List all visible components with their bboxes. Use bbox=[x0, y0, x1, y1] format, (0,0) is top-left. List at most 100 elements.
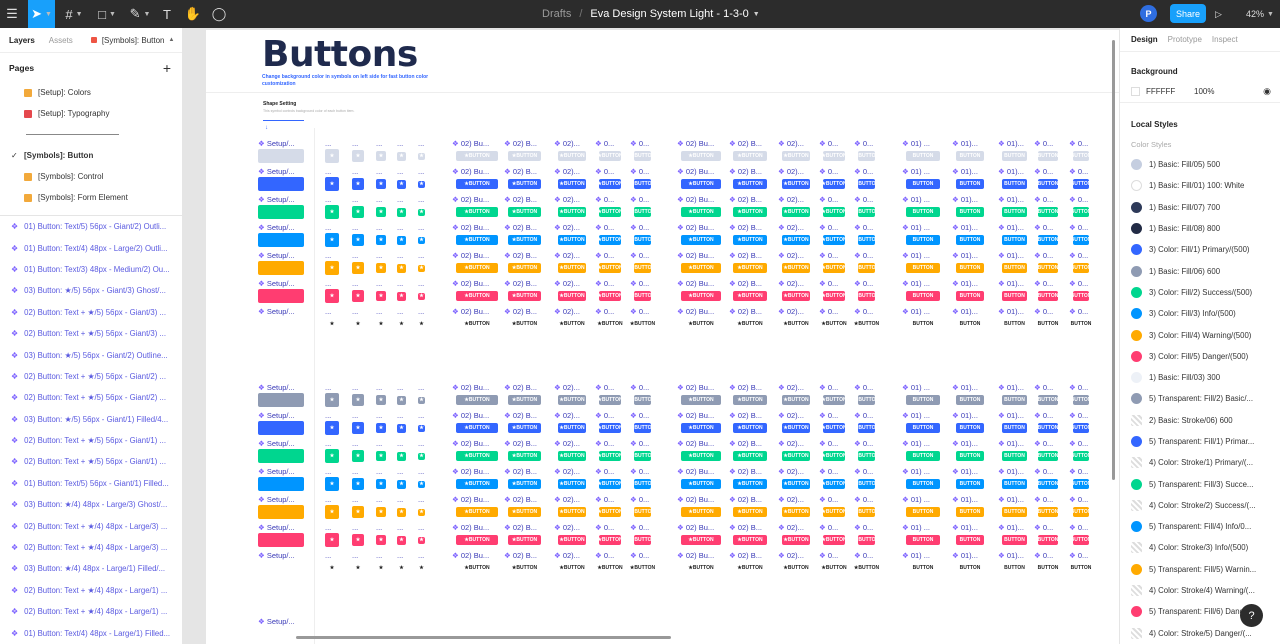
button-preview: ★ BUTTON bbox=[821, 535, 847, 545]
help-button[interactable]: ? bbox=[1240, 604, 1263, 627]
page-selector[interactable]: [Symbols]: Button ▲ bbox=[90, 36, 174, 45]
chevron-down-icon[interactable]: ▼ bbox=[752, 10, 760, 18]
color-style-item[interactable]: 1) Basic: Fill/07) 700 bbox=[1120, 197, 1280, 218]
color-style-item[interactable]: 3) Color: Fill/4) Warning/(500) bbox=[1120, 324, 1280, 345]
color-style-item[interactable]: 1) Basic: Fill/05) 500 bbox=[1120, 154, 1280, 175]
buttons-frame[interactable]: Buttons Change background color in symbo… bbox=[206, 30, 1119, 644]
symbol-label: ❖ 02) Bu... bbox=[677, 307, 714, 316]
tab-layers[interactable]: Layers bbox=[9, 35, 35, 45]
page-item[interactable]: [Setup]: Typography bbox=[0, 103, 182, 124]
comment-tool-icon[interactable]: ◯ bbox=[211, 6, 227, 21]
button-preview: ★ BUTTON bbox=[558, 319, 586, 329]
layer-item[interactable]: ❖ 02) Button: Text + ★/5) 56px - Giant/1)… bbox=[0, 430, 182, 451]
layer-item[interactable]: ❖ 02) Button: Text + ★/5) 56px - Giant/2)… bbox=[0, 366, 182, 387]
color-style-item[interactable]: 1) Basic: Fill/08) 800 bbox=[1120, 218, 1280, 239]
symbol-label-text: 02) B... bbox=[512, 383, 537, 392]
hand-tool-icon[interactable]: ✋ bbox=[184, 6, 202, 21]
tab-design[interactable]: Design bbox=[1131, 35, 1158, 44]
text-tool-icon[interactable]: T bbox=[163, 6, 171, 22]
color-style-item[interactable]: 4) Color: Stroke/3) Info/(500) bbox=[1120, 537, 1280, 558]
color-style-item[interactable]: 4) Color: Stroke/2) Success/(... bbox=[1120, 495, 1280, 516]
layer-item[interactable]: ❖ 02) Button: Text + ★/5) 56px - Giant/1)… bbox=[0, 451, 182, 472]
layer-item[interactable]: ❖ 01) Button: Text/5) 56px - Giant/1) Fil… bbox=[0, 473, 182, 494]
symbol-label: ... bbox=[418, 523, 425, 532]
button-preview: BUTTON bbox=[1038, 291, 1058, 301]
star-button: ★ bbox=[418, 321, 425, 328]
layer-item[interactable]: ❖ 01) Button: Text/5) 56px - Giant/2) Out… bbox=[0, 216, 182, 237]
button-text: BUTTON bbox=[601, 481, 623, 487]
layer-item[interactable]: ❖ 03) Button: ★/5) 56px - Giant/2) Outlin… bbox=[0, 344, 182, 365]
color-style-item[interactable]: 2) Basic: Stroke/06) 600 bbox=[1120, 410, 1280, 431]
color-style-item[interactable]: 3) Color: Fill/5) Danger/(500) bbox=[1120, 346, 1280, 367]
layer-item[interactable]: ❖ 02) Button: Text + ★/4) 48px - Large/1)… bbox=[0, 601, 182, 622]
component-icon: ❖ bbox=[677, 195, 686, 204]
layer-item[interactable]: ❖ 03) Button: ★/4) 48px - Large/1) Filled… bbox=[0, 558, 182, 579]
page-item[interactable]: [Symbols]: Form Element bbox=[0, 187, 182, 208]
symbol-label: ❖ 0... bbox=[1034, 307, 1053, 316]
button-text: BUTTON bbox=[959, 153, 981, 159]
layer-item[interactable]: ❖ 03) Button: ★/5) 56px - Giant/3) Ghost/… bbox=[0, 280, 182, 301]
shape-tool-icon[interactable]: □ ▼ bbox=[98, 6, 116, 22]
eye-icon[interactable]: ◉ bbox=[1263, 86, 1271, 96]
move-tool-icon[interactable]: ➤ ▼ bbox=[28, 0, 55, 28]
canvas[interactable]: Buttons Change background color in symbo… bbox=[184, 28, 1119, 644]
share-button[interactable]: Share bbox=[1170, 4, 1206, 23]
color-style-item[interactable]: 5) Transparent: Fill/3) Succe... bbox=[1120, 473, 1280, 494]
star-button: ★ bbox=[325, 533, 339, 547]
layer-item[interactable]: ❖ 02) Button: Text + ★/5) 56px - Giant/3)… bbox=[0, 302, 182, 323]
layer-item[interactable]: ❖ 02) Button: Text + ★/4) 48px - Large/3)… bbox=[0, 537, 182, 558]
button-preview: BUTTON bbox=[1038, 235, 1058, 245]
layer-item[interactable]: ❖ 02) Button: Text + ★/4) 48px - Large/3)… bbox=[0, 515, 182, 536]
background-opacity[interactable]: 100% bbox=[1194, 87, 1215, 96]
layer-item[interactable]: ❖ 03) Button: ★/4) 48px - Large/3) Ghost/… bbox=[0, 494, 182, 515]
tab-assets[interactable]: Assets bbox=[48, 35, 73, 45]
button-preview: ★ BUTTON bbox=[456, 479, 498, 489]
color-style-item[interactable]: 5) Transparent: Fill/4) Info/0... bbox=[1120, 516, 1280, 537]
color-style-item[interactable]: 1) Basic: Fill/01) 100: White bbox=[1120, 175, 1280, 196]
frame-tool-icon[interactable]: # ▼ bbox=[65, 6, 83, 22]
background-hex[interactable]: FFFFFF bbox=[1146, 87, 1176, 96]
horizontal-scrollbar[interactable] bbox=[296, 636, 671, 639]
component-icon: ❖ bbox=[504, 551, 513, 560]
add-page-icon[interactable]: + bbox=[162, 60, 171, 76]
background-swatch[interactable] bbox=[1131, 87, 1140, 96]
layer-item[interactable]: ❖ 02) Button: Text + ★/5) 56px - Giant/2)… bbox=[0, 387, 182, 408]
layer-item[interactable]: ❖ 03) Button: ★/5) 56px - Giant/1) Filled… bbox=[0, 409, 182, 430]
color-style-item[interactable]: 1) Basic: Fill/06) 600 bbox=[1120, 260, 1280, 281]
color-style-item[interactable]: 3) Color: Fill/1) Primary/(500) bbox=[1120, 239, 1280, 260]
page-item[interactable]: [Symbols]: List bbox=[0, 208, 182, 215]
layer-item[interactable]: ❖ 01) Button: Text/4) 48px - Large/2) Out… bbox=[0, 237, 182, 258]
star-button: ★ bbox=[397, 320, 406, 329]
hamburger-icon[interactable]: ☰ bbox=[6, 6, 18, 21]
play-icon[interactable]: ▷ bbox=[1215, 8, 1222, 19]
color-style-item[interactable]: 4) Color: Stroke/5) Danger/(... bbox=[1120, 623, 1280, 644]
color-style-item[interactable]: 5) Transparent: Fill/5) Warnin... bbox=[1120, 559, 1280, 580]
star-button: ★ bbox=[325, 505, 339, 519]
page-item[interactable]: ✓ [Symbols]: Button bbox=[0, 145, 182, 166]
layer-item[interactable]: ❖ 02) Button: Text + ★/5) 56px - Giant/3)… bbox=[0, 323, 182, 344]
tab-inspect[interactable]: Inspect bbox=[1211, 35, 1238, 44]
color-style-item[interactable]: 3) Color: Fill/3) Info/(500) bbox=[1120, 303, 1280, 324]
file-name[interactable]: Eva Design System Light - 1-3-0 bbox=[590, 8, 749, 20]
color-style-item[interactable]: 1) Basic: Fill/03) 300 bbox=[1120, 367, 1280, 388]
color-style-item[interactable]: 5) Transparent: Fill/6) Dang... bbox=[1120, 601, 1280, 622]
page-item[interactable]: [Symbols]: Control bbox=[0, 166, 182, 187]
pen-tool-icon[interactable]: ✎ ▼ bbox=[129, 6, 151, 21]
breadcrumb-drafts[interactable]: Drafts bbox=[542, 8, 572, 20]
layer-item[interactable]: ❖ 01) Button: Text/4) 48px - Large/1) Fil… bbox=[0, 622, 182, 643]
component-icon: ❖ bbox=[778, 195, 787, 204]
layer-item[interactable]: ❖ 01) Button: Text/3) 48px - Medium/2) Ou… bbox=[0, 259, 182, 280]
page-item[interactable]: [Setup]: Colors bbox=[0, 82, 182, 103]
color-style-item[interactable]: 5) Transparent: Fill/2) Basic/... bbox=[1120, 388, 1280, 409]
avatar[interactable]: P bbox=[1140, 5, 1157, 22]
vertical-scrollbar[interactable] bbox=[1112, 40, 1115, 480]
tab-prototype[interactable]: Prototype bbox=[1167, 35, 1202, 44]
color-style-item[interactable]: 3) Color: Fill/2) Success/(500) bbox=[1120, 282, 1280, 303]
color-style-item[interactable]: 4) Color: Stroke/1) Primary/(... bbox=[1120, 452, 1280, 473]
zoom-level[interactable]: 42% ▼ bbox=[1246, 9, 1274, 19]
background-row[interactable]: FFFFFF 100% ◉ bbox=[1120, 81, 1280, 103]
star-icon: ★ bbox=[419, 509, 424, 515]
layer-item[interactable]: ❖ 02) Button: Text + ★/4) 48px - Large/1)… bbox=[0, 580, 182, 601]
color-style-item[interactable]: 4) Color: Stroke/4) Warning/(... bbox=[1120, 580, 1280, 601]
color-style-item[interactable]: 5) Transparent: Fill/1) Primar... bbox=[1120, 431, 1280, 452]
